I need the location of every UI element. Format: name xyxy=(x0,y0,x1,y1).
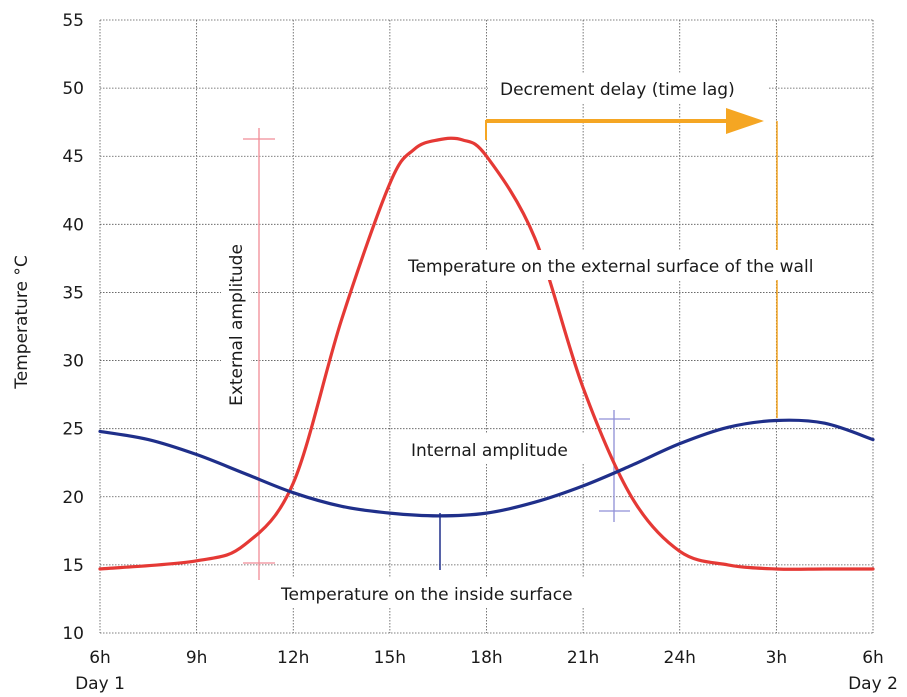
day-end-label: Day 2 xyxy=(848,674,898,694)
x-tick-label: 21h xyxy=(567,648,599,668)
y-tick-label: 35 xyxy=(62,283,84,303)
day-start-label: Day 1 xyxy=(75,674,125,694)
inside-surface-label: Temperature on the inside surface xyxy=(280,585,573,605)
y-tick-label: 50 xyxy=(62,79,84,99)
x-tick-label: 3h xyxy=(766,648,788,668)
external-surface-label: Temperature on the external surface of t… xyxy=(407,257,813,277)
x-axis-ticks: 6h 9h 12h 15h 18h 21h 24h 3h 6h xyxy=(89,648,884,668)
x-tick-label: 9h xyxy=(186,648,208,668)
y-tick-label: 20 xyxy=(62,488,84,508)
y-tick-label: 30 xyxy=(62,352,84,372)
y-tick-label: 45 xyxy=(62,147,84,167)
internal-amplitude-label-bg xyxy=(405,434,595,464)
x-tick-label: 12h xyxy=(277,648,309,668)
series-lines xyxy=(98,136,875,571)
y-tick-label: 10 xyxy=(62,624,84,644)
external-amplitude-marker xyxy=(243,128,275,580)
external-surface-temperature-line xyxy=(98,136,875,571)
external-amplitude-label-bg xyxy=(221,228,251,424)
x-tick-label: 6h xyxy=(862,648,884,668)
y-tick-label: 40 xyxy=(62,215,84,235)
external-amplitude-label: External amplitude xyxy=(227,244,247,406)
y-axis-title: Temperature °C xyxy=(12,255,32,389)
y-axis-ticks: 10 15 20 25 30 35 40 45 50 55 xyxy=(62,11,84,644)
x-tick-label: 6h xyxy=(89,648,111,668)
y-tick-label: 25 xyxy=(62,420,84,440)
grid xyxy=(99,19,874,634)
y-tick-label: 15 xyxy=(62,556,84,576)
inside-surface-label-bg xyxy=(276,578,614,608)
decrement-delay-label: Decrement delay (time lag) xyxy=(500,80,735,100)
y-tick-label: 55 xyxy=(62,11,84,31)
x-tick-label: 18h xyxy=(470,648,502,668)
external-surface-label-bg xyxy=(404,250,872,280)
internal-amplitude-label: Internal amplitude xyxy=(411,441,568,461)
decrement-delay-label-bg xyxy=(488,73,768,103)
x-tick-label: 24h xyxy=(664,648,696,668)
inside-surface-temperature-line xyxy=(98,418,875,518)
x-tick-label: 15h xyxy=(374,648,406,668)
